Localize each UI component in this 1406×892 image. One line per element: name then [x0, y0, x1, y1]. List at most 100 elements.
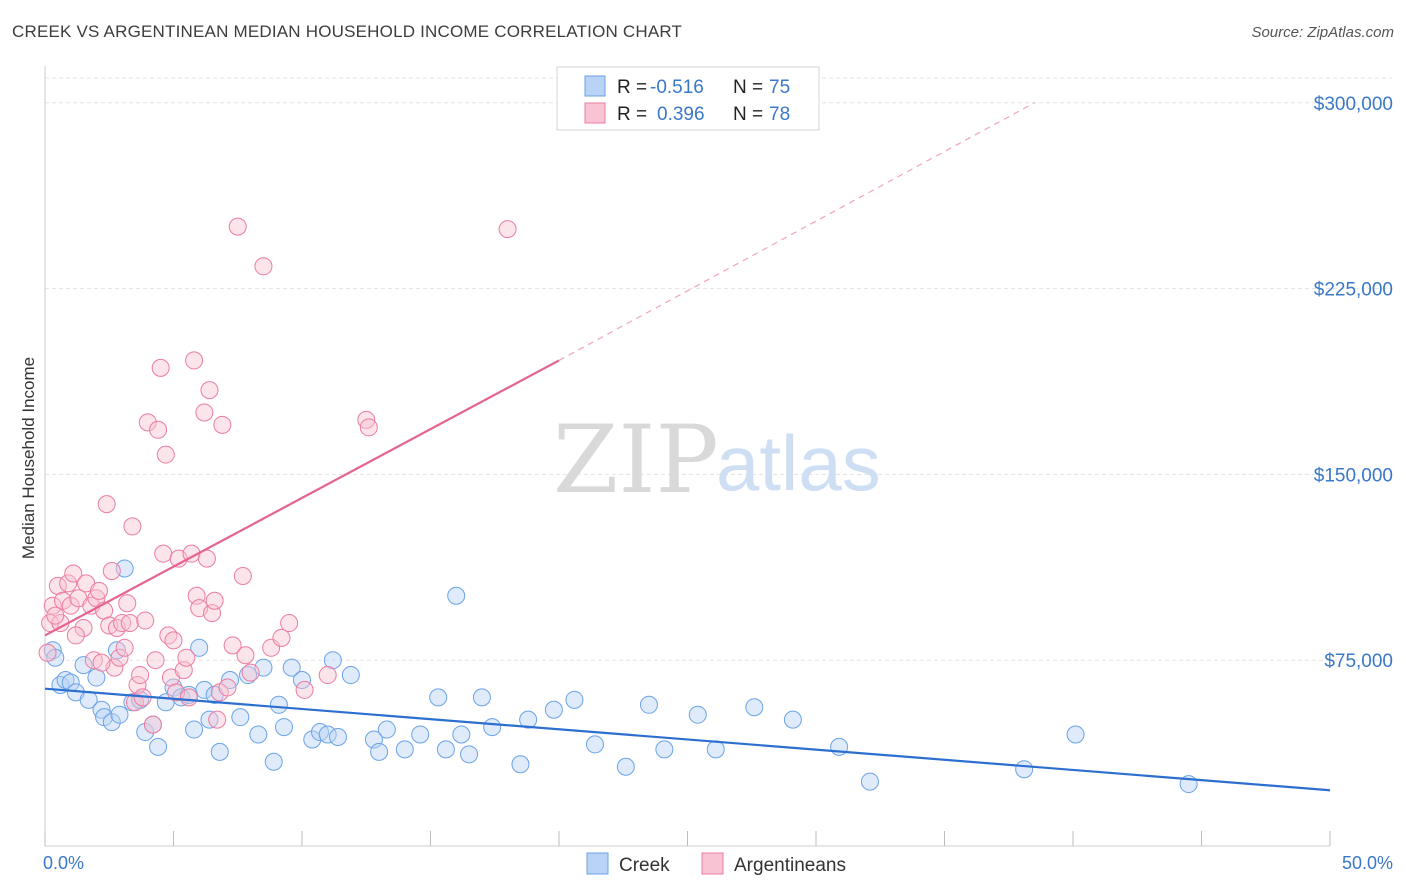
data-point: [236, 646, 255, 665]
legend-n-label-argentineans: N =: [733, 104, 763, 125]
data-point: [565, 690, 584, 709]
data-point: [46, 606, 65, 625]
data-point: [110, 648, 129, 667]
source-label: Source: ZipAtlas.com: [1251, 24, 1394, 41]
data-point: [1066, 725, 1085, 744]
data-point: [269, 695, 288, 714]
data-points: [38, 217, 1198, 794]
data-point: [359, 418, 378, 437]
data-point: [341, 666, 360, 685]
legend-r-label-argentineans: R =: [617, 104, 647, 125]
tick-labels: $75,000 $150,000 $225,000 $300,000 0.0% 50.0%: [43, 94, 1393, 873]
data-point: [585, 735, 604, 754]
data-point: [177, 648, 196, 667]
data-point: [74, 656, 93, 675]
data-point: [616, 757, 635, 776]
data-point: [74, 618, 93, 637]
data-point: [282, 658, 301, 677]
trend-line-argentineans-extension: [558, 102, 1035, 361]
data-point: [328, 727, 347, 746]
data-point: [280, 614, 299, 633]
data-point: [151, 358, 170, 377]
data-point: [239, 666, 258, 685]
data-point: [190, 638, 209, 657]
data-point: [43, 641, 62, 660]
data-point: [136, 723, 155, 742]
data-point: [318, 725, 337, 744]
data-point: [59, 574, 78, 593]
data-point: [221, 671, 240, 690]
data-point: [241, 663, 260, 682]
data-point: [218, 678, 237, 697]
data-point: [860, 772, 879, 791]
data-point: [411, 725, 430, 744]
data-point: [102, 562, 121, 581]
data-point: [783, 710, 802, 729]
data-point: [249, 725, 268, 744]
data-point: [131, 666, 150, 685]
trend-line-creek: [44, 687, 1331, 792]
data-point: [197, 549, 216, 568]
data-point: [110, 705, 129, 724]
data-point: [498, 220, 517, 239]
data-point: [639, 695, 658, 714]
data-point: [208, 710, 227, 729]
data-point: [195, 680, 214, 699]
data-point: [483, 718, 502, 737]
data-point: [92, 700, 111, 719]
data-point: [97, 495, 116, 514]
watermark-atlas: atlas: [716, 419, 881, 507]
data-point: [200, 381, 219, 400]
data-point: [149, 420, 168, 439]
bottom-legend-label-argentineans: Argentineans: [734, 855, 846, 876]
data-point: [655, 740, 674, 759]
data-point: [213, 415, 232, 434]
data-point: [223, 636, 242, 655]
legend-r-value-argentineans: 0.396: [657, 104, 705, 125]
axes: [44, 66, 1331, 847]
data-point: [136, 611, 155, 630]
data-point: [233, 566, 252, 585]
bottom-legend-swatch-creek: [586, 852, 609, 875]
legend-swatch-argentineans: [584, 102, 606, 124]
data-point: [460, 745, 479, 764]
data-point: [272, 628, 291, 647]
data-point: [228, 217, 247, 236]
data-point: [377, 720, 396, 739]
data-point: [275, 718, 294, 737]
data-point: [120, 614, 139, 633]
data-point: [115, 638, 134, 657]
data-point: [61, 596, 80, 615]
data-point: [56, 671, 75, 690]
legend-n-label-creek: N =: [733, 77, 763, 98]
data-point: [318, 666, 337, 685]
data-point: [357, 410, 376, 429]
data-point: [185, 351, 204, 370]
data-point: [89, 581, 108, 600]
data-point: [688, 705, 707, 724]
data-point: [254, 257, 273, 276]
data-point: [706, 740, 725, 759]
correlation-legend: R = -0.516 N = 75 R = 0.396 N = 78: [556, 66, 820, 131]
chart-title: CREEK VS ARGENTINEAN MEDIAN HOUSEHOLD IN…: [12, 22, 683, 41]
data-point: [544, 700, 563, 719]
data-point: [113, 614, 132, 633]
data-point: [264, 752, 283, 771]
data-point: [472, 688, 491, 707]
bottom-legend-label-creek: Creek: [619, 855, 670, 876]
legend-r-value-creek: -0.516: [650, 77, 704, 98]
data-point: [154, 544, 173, 563]
data-point: [179, 688, 198, 707]
y-tick-label: $225,000: [1314, 280, 1393, 301]
bottom-legend-swatch-argentineans: [701, 852, 724, 875]
trend-lines: [44, 102, 1331, 792]
data-point: [511, 755, 530, 774]
data-point: [38, 643, 57, 662]
series-argentineans: [38, 217, 517, 734]
data-point: [519, 710, 538, 729]
watermark-zip: ZIP: [553, 406, 719, 515]
data-point: [138, 413, 157, 432]
data-point: [436, 740, 455, 759]
data-point: [210, 742, 229, 761]
